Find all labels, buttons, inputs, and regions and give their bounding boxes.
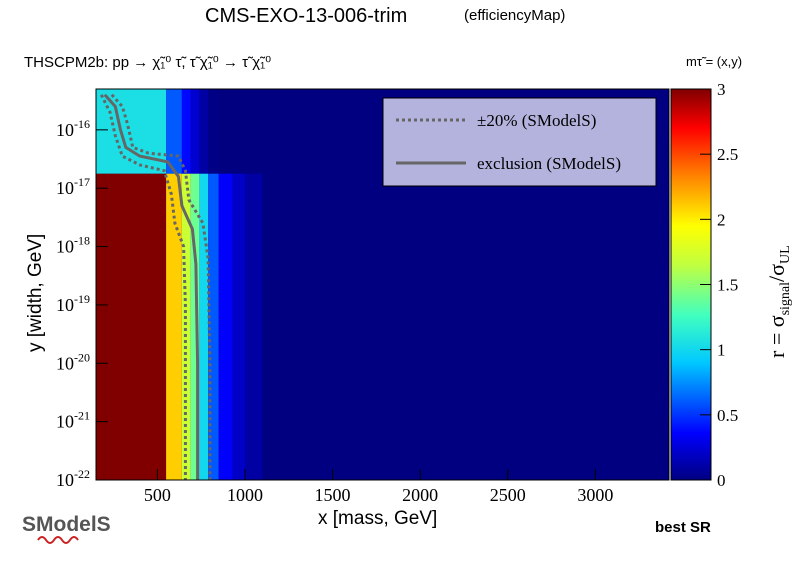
- process-label: THSCPM2b: pp → χ̃₁⁰ τ̃, τ̃ χ̃₁⁰ → τ̃ χ̃₁…: [24, 54, 271, 71]
- colorbar-tick-label: 0: [717, 471, 726, 490]
- x-tick-label: 2000: [402, 485, 438, 505]
- heat-cell: [96, 89, 167, 174]
- legend-entry-exclusion: exclusion (SModelS): [477, 154, 621, 173]
- y-tick-label: 10-21: [56, 409, 90, 432]
- x-tick-label: 2500: [490, 485, 526, 505]
- heat-cell: [232, 173, 245, 480]
- y-axis-ticks: 10-16 10-17 10-18 10-19 10-20 10-21 10-22: [56, 117, 108, 490]
- x-tick-label: 500: [144, 485, 171, 505]
- smodels-logo: SModelS: [22, 513, 111, 544]
- heat-cell: [199, 173, 209, 480]
- x-axis-ticks: 500 1000 1500 2000 2500 3000: [144, 469, 613, 505]
- x-tick-label: 1000: [227, 485, 263, 505]
- mass-label: mτ̃ = (x,y): [686, 54, 742, 69]
- heat-cell: [190, 89, 200, 174]
- chart-subtitle: (efficiencyMap): [464, 7, 565, 24]
- heatmap-cells: [96, 89, 263, 480]
- legend-box: [382, 97, 657, 187]
- legend: ±20% (SModelS) exclusion (SModelS): [382, 97, 657, 187]
- heat-cell: [96, 173, 167, 480]
- y-tick-label: 10-22: [56, 467, 90, 490]
- colorbar-tick-label: 2: [717, 210, 726, 229]
- exclusion-contour-line: [103, 93, 200, 480]
- heat-cell: [244, 173, 263, 480]
- y-tick-label: 10-16: [56, 117, 90, 140]
- best-sr-label: best SR: [655, 519, 711, 536]
- colorbar-tick-label: 2.5: [717, 145, 738, 164]
- colorbar-tick-label: 1: [717, 341, 726, 360]
- heat-cell: [181, 89, 191, 174]
- heat-cell: [181, 173, 191, 480]
- colorbar-label: r = σsignal/σUL: [764, 245, 793, 358]
- heat-cell: [244, 89, 263, 174]
- heat-cell: [232, 89, 245, 174]
- y-axis-label: y [width, GeV]: [25, 234, 46, 352]
- y-tick-label: 10-18: [56, 234, 90, 257]
- heat-cell: [208, 173, 219, 480]
- colorbar-tick-label: 3: [717, 80, 726, 99]
- x-tick-label: 3000: [577, 485, 613, 505]
- heat-cell: [166, 89, 182, 174]
- y-tick-label: 10-17: [56, 175, 90, 198]
- contour-plus20-line: [110, 93, 212, 480]
- heat-cell: [190, 173, 200, 480]
- x-axis-label: x [mass, GeV]: [318, 508, 437, 529]
- x-tick-label: 1500: [315, 485, 351, 505]
- plot-frame: [95, 88, 670, 481]
- logo-text: SModelS: [22, 513, 111, 536]
- heat-cell: [208, 89, 219, 174]
- contour-lines: [99, 93, 212, 480]
- y-tick-label: 10-19: [56, 292, 90, 315]
- y-tick-label: 10-20: [56, 350, 90, 373]
- heat-cell: [166, 173, 182, 480]
- colorbar-ticks: 0 0.5 1 1.5 2 2.5 3: [700, 80, 738, 490]
- heat-cell: [218, 89, 233, 174]
- colorbar-tick-label: 0.5: [717, 406, 738, 425]
- colorbar-tick-label: 1.5: [717, 276, 738, 295]
- contour-minus20-line: [99, 94, 187, 480]
- heat-cell: [218, 173, 233, 480]
- chart-title: CMS-EXO-13-006-trim: [205, 5, 407, 27]
- logo-squiggle-icon: [37, 536, 79, 544]
- heat-cell: [199, 89, 209, 174]
- legend-entry-plusminus20: ±20% (SModelS): [477, 111, 596, 130]
